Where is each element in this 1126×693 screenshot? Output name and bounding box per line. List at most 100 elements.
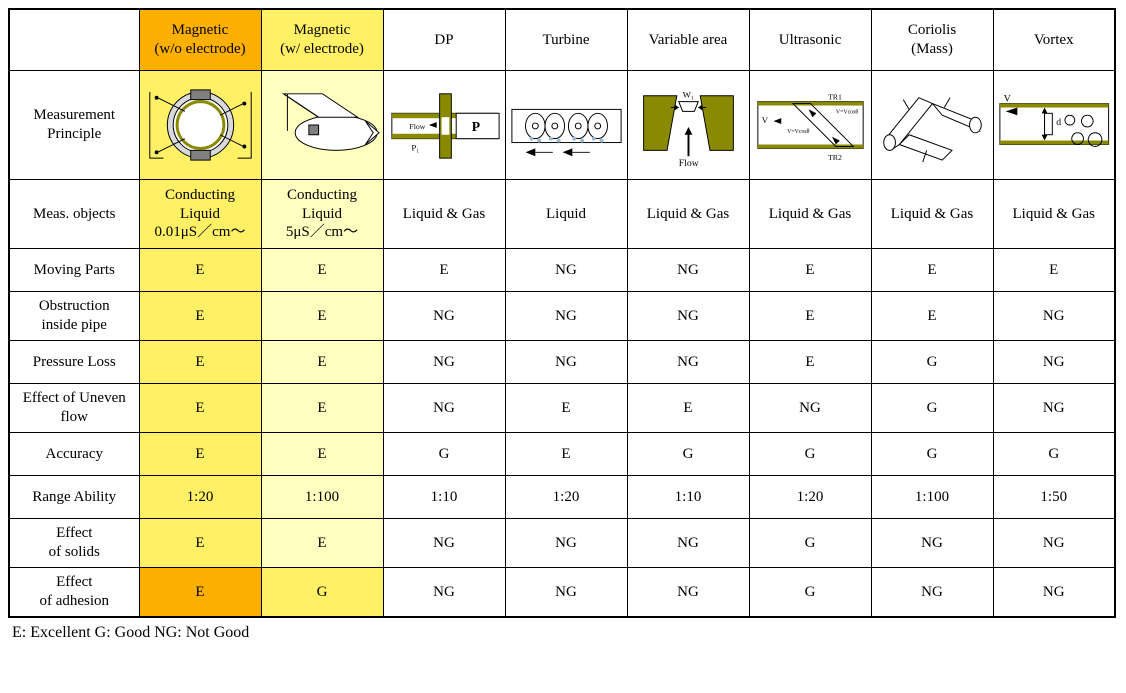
diagram-vortex: V d	[993, 71, 1115, 180]
cell: 1:50	[993, 476, 1115, 519]
row-header-label: Effect of Unevenflow	[23, 390, 126, 425]
cell-value: NG	[921, 535, 943, 551]
magnetic-we-icon	[264, 79, 381, 171]
cell-value: G	[1048, 446, 1059, 462]
cell: E	[871, 292, 993, 341]
vortex-icon: V d	[996, 79, 1113, 171]
cell-value: E	[805, 262, 814, 278]
legend-text: E: Excellent G: Good NG: Not Good	[12, 624, 249, 641]
cell-value: E	[317, 308, 326, 324]
cell: E	[261, 341, 383, 384]
cell: NG	[871, 568, 993, 618]
cell-value: NG	[433, 584, 455, 600]
cell: NG	[383, 341, 505, 384]
cell-value: 1:20	[797, 489, 824, 505]
cell: NG	[627, 519, 749, 568]
diagram-cor	[871, 71, 993, 180]
cell-value: 1:20	[187, 489, 214, 505]
cell: NG	[383, 568, 505, 618]
row-header-label: Moving Parts	[34, 262, 115, 278]
cell: E	[749, 292, 871, 341]
row-header-solids: Effectof solids	[9, 519, 139, 568]
row-uneven: Effect of Unevenflow E E NG E E NG G NG	[9, 384, 1115, 433]
cell-value: E	[317, 262, 326, 278]
row-header-acc: Accuracy	[9, 433, 139, 476]
col-label: Ultrasonic	[779, 32, 841, 48]
cell-value: NG	[555, 584, 577, 600]
row-header-meas-obj: Meas. objects	[9, 180, 139, 249]
cell-value: E	[927, 262, 936, 278]
cell: E	[749, 341, 871, 384]
cell: NG	[383, 292, 505, 341]
cell-value: E	[195, 400, 204, 416]
diagram-turbine	[505, 71, 627, 180]
cell: ConductingLiquid0.01μS／cm～	[139, 180, 261, 249]
col-label: Coriolis(Mass)	[908, 22, 956, 57]
cell-value: Liquid & Gas	[891, 206, 974, 222]
header-blank	[9, 9, 139, 71]
cell: G	[993, 433, 1115, 476]
cell-value: G	[439, 446, 450, 462]
cell: E	[139, 519, 261, 568]
cell: E	[139, 292, 261, 341]
cell: NG	[627, 292, 749, 341]
cell: G	[871, 384, 993, 433]
cell: 1:20	[749, 476, 871, 519]
svg-text:W₁: W₁	[682, 90, 693, 100]
cell-value: G	[805, 535, 816, 551]
cell: E	[383, 249, 505, 292]
cell-value: Liquid & Gas	[647, 206, 730, 222]
cell-value: NG	[677, 308, 699, 324]
cell: G	[627, 433, 749, 476]
magnetic-woe-icon	[142, 79, 259, 171]
cell-value: 1:100	[915, 489, 949, 505]
cell-value: NG	[677, 584, 699, 600]
cell: NG	[505, 568, 627, 618]
row-header-uneven: Effect of Unevenflow	[9, 384, 139, 433]
col-header-va: Variable area	[627, 9, 749, 71]
diagram-us: V TR1 TR2 V=Vcosθ V=Vcosθ	[749, 71, 871, 180]
col-label: Variable area	[649, 32, 728, 48]
cell: 1:100	[871, 476, 993, 519]
cell-value: Liquid & Gas	[1013, 206, 1096, 222]
cell: E	[993, 249, 1115, 292]
cell: NG	[993, 384, 1115, 433]
row-header-ploss: Pressure Loss	[9, 341, 139, 384]
cell-value: E	[195, 354, 204, 370]
row-header-label: Pressure Loss	[33, 354, 116, 370]
svg-text:P: P	[471, 119, 479, 134]
cell: 1:20	[505, 476, 627, 519]
svg-text:d: d	[1056, 117, 1061, 128]
row-acc: Accuracy E E G E G G G G	[9, 433, 1115, 476]
cell-value: E	[317, 400, 326, 416]
cell-value: NG	[433, 535, 455, 551]
cell-value: NG	[555, 354, 577, 370]
cell: E	[749, 249, 871, 292]
cell: NG	[505, 292, 627, 341]
cell-value: G	[805, 446, 816, 462]
cell: 1:10	[627, 476, 749, 519]
variable-area-icon: W₁ Flow	[630, 79, 747, 171]
cell-value: E	[683, 400, 692, 416]
cell: NG	[749, 384, 871, 433]
cell-value: Liquid	[546, 206, 586, 222]
cell-value: Liquid & Gas	[403, 206, 486, 222]
cell-value: 1:100	[305, 489, 339, 505]
cell-value: NG	[1043, 400, 1065, 416]
ultrasonic-icon: V TR1 TR2 V=Vcosθ V=Vcosθ	[752, 79, 869, 171]
cell-value: E	[439, 262, 448, 278]
row-header-principle: MeasurementPrinciple	[9, 71, 139, 180]
cell: E	[261, 433, 383, 476]
cell: G	[749, 568, 871, 618]
row-range: Range Ability 1:20 1:100 1:10 1:20 1:10 …	[9, 476, 1115, 519]
cell-value: G	[805, 584, 816, 600]
principle-row: MeasurementPrinciple	[9, 71, 1115, 180]
cell: E	[871, 249, 993, 292]
cell-value: NG	[677, 354, 699, 370]
cell: E	[505, 384, 627, 433]
col-header-mag-woe: Magnetic(w/o electrode)	[139, 9, 261, 71]
coriolis-icon	[874, 79, 991, 171]
cell: G	[871, 341, 993, 384]
cell-value: E	[927, 308, 936, 324]
cell: 1:100	[261, 476, 383, 519]
